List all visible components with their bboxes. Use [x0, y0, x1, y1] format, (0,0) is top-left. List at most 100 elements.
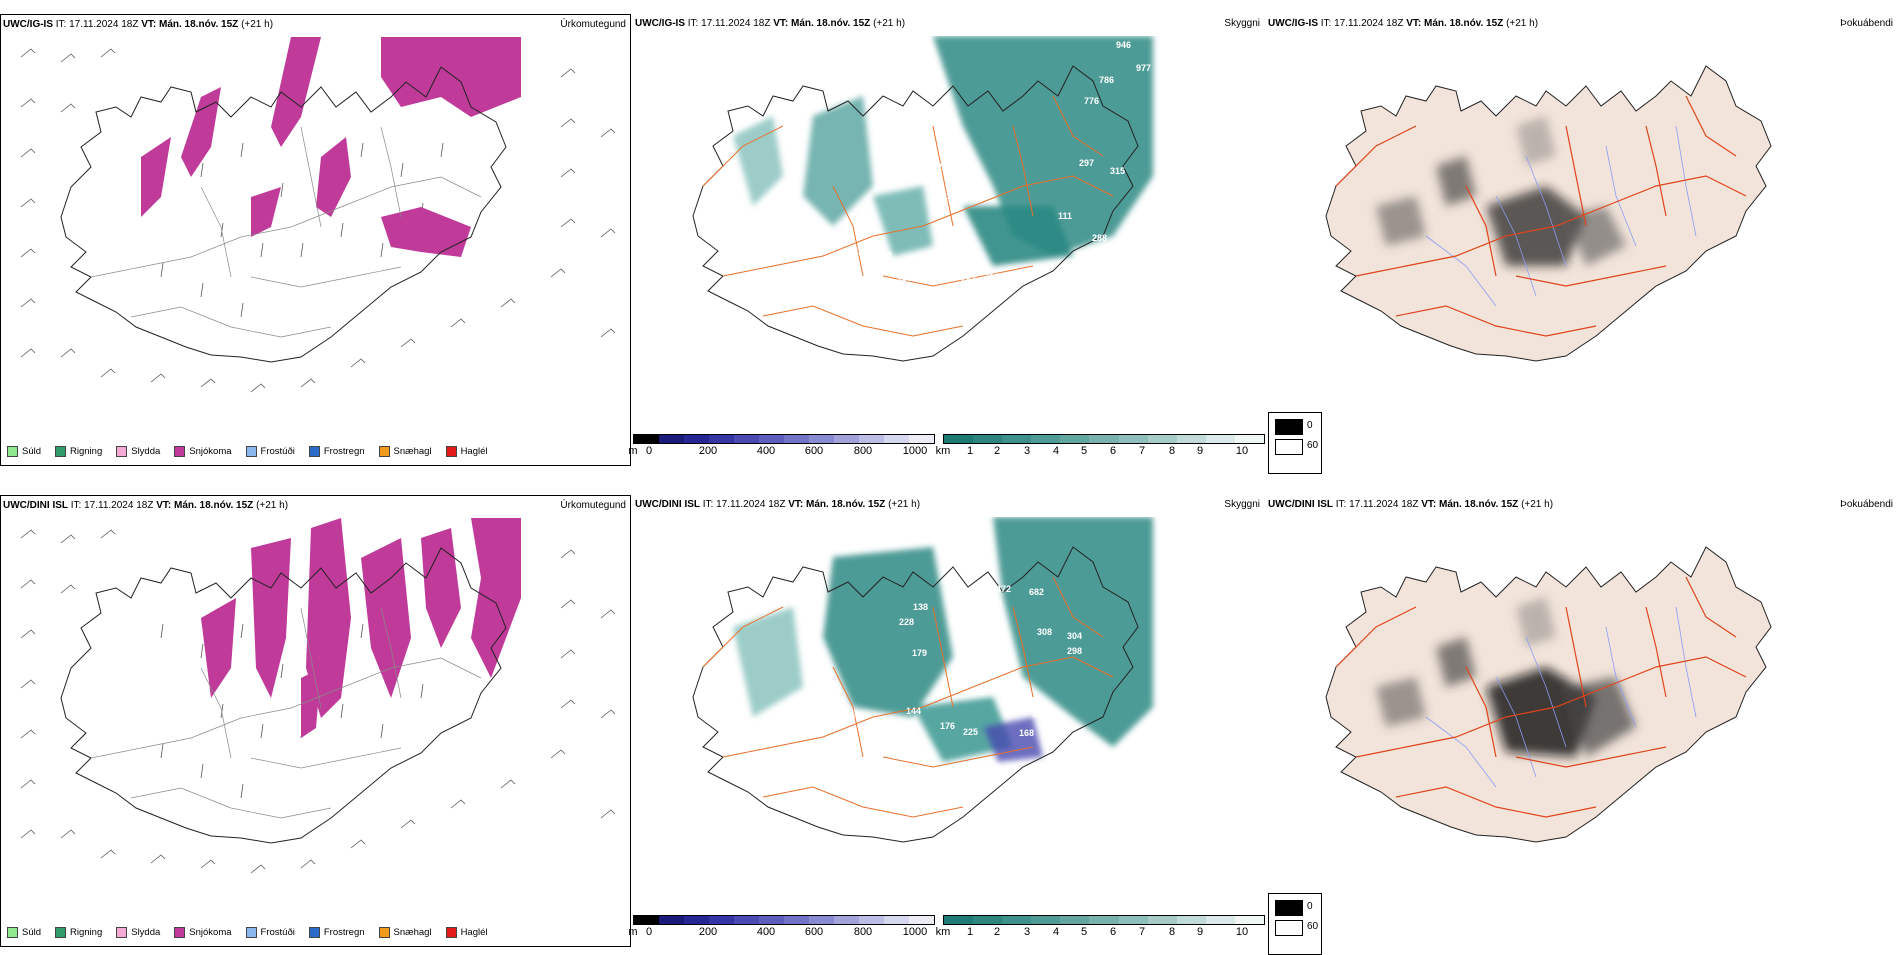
legend-item: Snæhagl — [378, 446, 432, 457]
visibility-panel-row2: UWC/DINI ISL IT: 17.11.2024 18Z VT: Mán.… — [633, 495, 1264, 947]
legend-item: Snæhagl — [378, 927, 432, 938]
colorbar-swatch — [1118, 916, 1148, 924]
colorbar-swatch — [1234, 916, 1265, 924]
legend-item: Snjókoma — [174, 927, 232, 938]
colorbar-swatch — [784, 916, 809, 924]
legend-item: Frostregn — [308, 927, 365, 938]
legend-swatch — [55, 446, 67, 457]
cloud-top-label: 304 — [1067, 631, 1082, 641]
cloud-top-label: 144 — [906, 706, 921, 716]
km-tick: 10 — [1235, 445, 1249, 457]
colorbar-swatch — [1031, 916, 1061, 924]
km-tick: 8 — [1168, 445, 1176, 457]
colorbar-swatch — [909, 435, 934, 443]
panel-header: UWC/DINI ISL IT: 17.11.2024 18Z VT: Mán.… — [1268, 499, 1554, 510]
km-tick: 3 — [1023, 926, 1031, 938]
height-tick: 0 — [645, 445, 653, 457]
colorbar-swatch — [784, 435, 809, 443]
km-colorbar-row2: km 1 2 3 4 5 6 7 8 9 10 — [936, 915, 1265, 943]
cloud-top-label: 946 — [1116, 40, 1131, 50]
km-tick: 2 — [993, 926, 1001, 938]
colorbar-swatch — [1147, 916, 1177, 924]
colorbar-swatch — [973, 916, 1003, 924]
legend-swatch — [174, 927, 186, 938]
cloud-top-label: 166 — [946, 191, 961, 201]
km-colorbar-swatches — [943, 915, 1265, 925]
legend-item: Frostregn — [308, 446, 365, 457]
colorbar-swatch — [859, 435, 884, 443]
cloud-top-labels-row1: 946 977 786 776 840 334 297 352 346 166 297 315 111 2… — [854, 40, 1245, 284]
height-tick: 1000 — [902, 445, 928, 457]
cloud-top-label: 216 — [991, 630, 1006, 640]
km-tick: 3 — [1023, 445, 1031, 457]
colorbar-swatch — [659, 435, 684, 443]
height-tick: 800 — [853, 926, 873, 938]
fog-index-panel-row1: UWC/IG-IS IT: 17.11.2024 18Z VT: Mán. 18… — [1266, 14, 1897, 466]
legend-item: Snjókoma — [174, 446, 232, 457]
colorbar-swatch — [1234, 435, 1265, 443]
colorbar-swatch — [1060, 435, 1090, 443]
cloud-top-label: 472 — [996, 584, 1011, 594]
fog-index-panel-row2: UWC/DINI ISL IT: 17.11.2024 18Z VT: Mán.… — [1266, 495, 1897, 947]
cloud-top-labels-row2: 933 997 972 947 909 138 228 610 814 472 682 216 308 3… — [845, 521, 1236, 738]
cloud-top-label: 334 — [942, 120, 957, 130]
colorbar-swatch — [734, 916, 759, 924]
height-unit: m — [628, 445, 638, 457]
colorbar-swatch — [734, 435, 759, 443]
km-tick: 6 — [1109, 445, 1117, 457]
legend-swatch — [55, 927, 67, 938]
fog-legend-swatch — [1275, 419, 1303, 435]
legend-swatch — [7, 446, 18, 457]
colorbar-swatch — [834, 435, 859, 443]
colorbar-swatch — [1176, 435, 1206, 443]
panel-title: Þokuábendi — [1840, 499, 1893, 510]
km-tick: 4 — [1052, 926, 1060, 938]
cloud-top-label: 840 — [1230, 65, 1245, 75]
colorbar-swatch — [909, 916, 934, 924]
km-tick: 4 — [1052, 445, 1060, 457]
cloud-top-label: 346 — [951, 174, 966, 184]
legend-swatch — [174, 446, 186, 457]
cloud-top-label: 610 — [950, 615, 965, 625]
height-tick: 1000 — [902, 926, 928, 938]
precip-map — [20, 518, 616, 874]
cloud-top-label: 225 — [963, 727, 978, 737]
height-tick: 200 — [698, 445, 718, 457]
colorbar-swatch — [1031, 435, 1061, 443]
colorbar-swatch — [659, 916, 684, 924]
cloud-top-label: 242 — [933, 270, 948, 280]
cloud-top-label: 297 — [1079, 158, 1094, 168]
panel-title: Úrkomutegund — [560, 19, 626, 30]
colorbar-swatch — [944, 435, 974, 443]
colorbar-swatch — [1002, 916, 1032, 924]
legend-item: Rigning — [55, 927, 102, 938]
km-tick: 5 — [1080, 926, 1088, 938]
cloud-top-label: 146 — [854, 246, 869, 256]
km-tick: 7 — [1138, 926, 1146, 938]
fog-legend-swatch — [1275, 920, 1303, 936]
legend-item: Haglél — [445, 446, 488, 457]
km-tick: 8 — [1168, 926, 1176, 938]
legend-item: Frostúði — [245, 446, 295, 457]
cloud-top-label: 111 — [1058, 211, 1072, 221]
cloud-top-label: 776 — [1084, 96, 1099, 106]
cloud-top-label: 152 — [845, 710, 860, 720]
height-tick: 400 — [756, 445, 776, 457]
legend-swatch — [116, 446, 128, 457]
cloud-top-label: 168 — [1019, 728, 1034, 738]
cloud-top-label: 321 — [970, 687, 985, 697]
precip-map — [20, 37, 616, 393]
km-tick: 9 — [1196, 445, 1204, 457]
panel-header: UWC/IG-IS IT: 17.11.2024 18Z VT: Mán. 18… — [635, 18, 906, 29]
fog-map — [1325, 546, 1772, 843]
km-tick: 10 — [1235, 926, 1249, 938]
panel-title: Skyggni — [1224, 499, 1260, 510]
km-tick: 1 — [966, 445, 974, 457]
panel-header: UWC/IG-IS IT: 17.11.2024 18Z VT: Mán. 18… — [3, 19, 274, 30]
colorbar-swatch — [1147, 435, 1177, 443]
colorbar-swatch — [1060, 916, 1090, 924]
cloud-top-label: 315 — [1110, 166, 1125, 176]
cloud-top-label: 682 — [1029, 587, 1044, 597]
colorbar-swatch — [1205, 435, 1235, 443]
panel-header: UWC/IG-IS IT: 17.11.2024 18Z VT: Mán. 18… — [1268, 18, 1539, 29]
